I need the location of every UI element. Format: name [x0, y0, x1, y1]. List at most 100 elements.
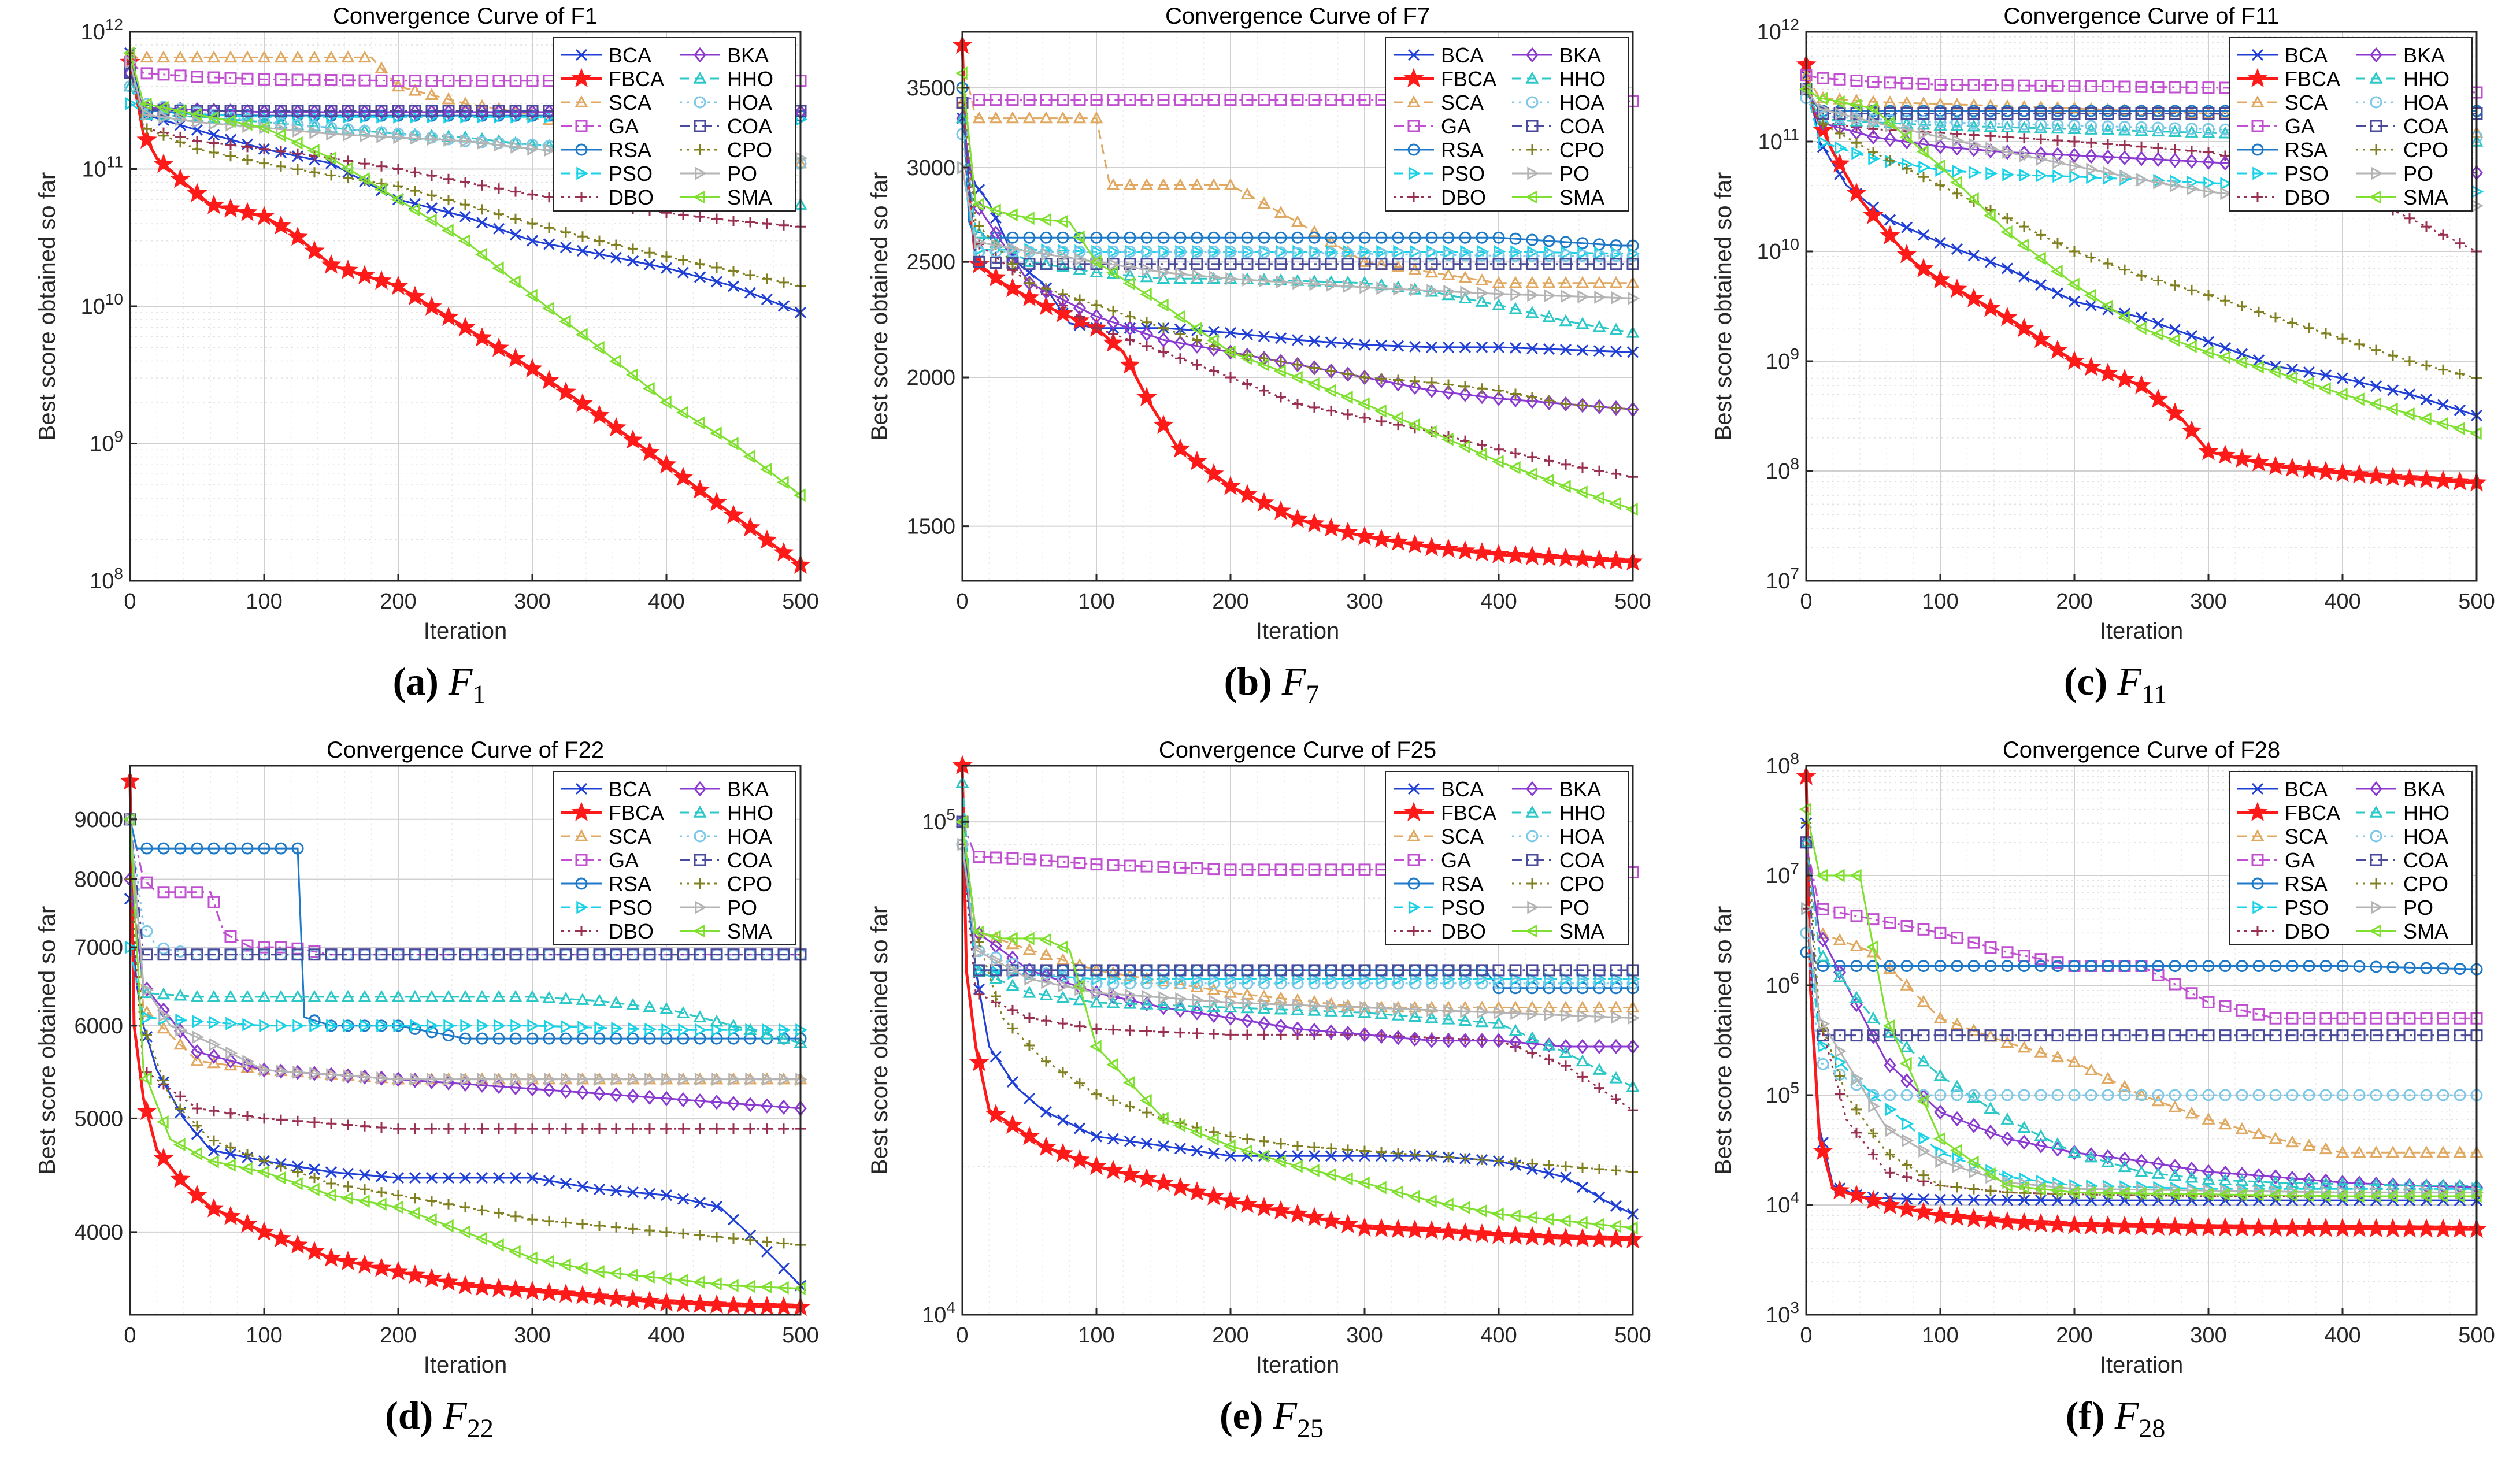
x-tick-label: 100	[1078, 589, 1114, 614]
series-marker-COA	[2403, 1029, 2416, 1042]
caption-f: (f) F28	[1971, 1393, 2260, 1444]
series-marker-COA	[1224, 964, 1237, 977]
series-marker-SMA	[2369, 1189, 2381, 1203]
series-marker-FBCA	[773, 1296, 794, 1316]
series-marker-FBCA	[270, 1227, 291, 1248]
series-marker-COA	[973, 964, 985, 977]
series-marker-CPO	[527, 218, 538, 229]
series-marker-FBCA	[505, 347, 526, 368]
series-marker-PO	[2187, 181, 2199, 195]
series-marker-PO	[2153, 176, 2166, 190]
series-marker-HHO	[492, 989, 506, 1002]
series-marker-PO	[292, 1065, 305, 1080]
series-marker-SMA	[776, 1281, 789, 1295]
series-marker-SMA	[324, 1188, 336, 1202]
legend-label: BKA	[2403, 43, 2445, 67]
series-marker-SMA	[1458, 440, 1470, 454]
series-marker-SCA	[2302, 1138, 2316, 1151]
series-marker-RSA	[509, 1032, 522, 1045]
y-axis-label: Best score obtained so far	[1711, 906, 1736, 1175]
series-marker-SCA	[341, 50, 355, 63]
series-marker-BKA	[191, 1044, 203, 1060]
series-marker-GA	[2051, 80, 2064, 92]
series-marker-COA	[1884, 107, 1896, 120]
series-marker-PO	[991, 239, 1003, 253]
series-marker-SMA	[709, 1277, 722, 1291]
series-marker-FBCA	[1270, 500, 1291, 520]
series-marker-RSA	[1917, 960, 1930, 973]
series-marker-FBCA	[1019, 287, 1040, 307]
series-marker-COA	[1006, 964, 1019, 977]
series-marker-COA	[727, 948, 740, 961]
series-marker-COA	[2185, 107, 2198, 120]
series-marker-COA	[1040, 258, 1053, 270]
legend-label: HOA	[1559, 91, 1604, 114]
series-marker-GA	[1107, 94, 1120, 106]
series-marker-GA	[191, 886, 203, 899]
series-line-SMA	[961, 822, 1633, 1229]
series-marker-PO	[1969, 1165, 1981, 1179]
legend-item-DBO: DBO	[2237, 186, 2330, 209]
series-marker-HHO	[2134, 124, 2148, 136]
series-marker-SMA	[972, 925, 984, 939]
series-marker-FBCA	[1980, 297, 2001, 317]
series-marker-FBCA	[1555, 1227, 1576, 1247]
series-marker-SMA	[257, 1165, 269, 1179]
series-marker-SCA	[1900, 96, 1914, 108]
series-marker-PO	[1175, 992, 1188, 1006]
legend-item-BKA: BKA	[1512, 43, 1601, 67]
series-marker-BCA	[492, 1171, 505, 1184]
series-marker-SMA	[2402, 1189, 2415, 1203]
series-marker-PSO	[427, 1019, 439, 1033]
series-marker-PO	[2036, 152, 2048, 166]
series-marker-DBO	[1091, 1023, 1102, 1034]
caption-function: F25	[1273, 1393, 1324, 1443]
series-marker-HHO	[710, 1014, 724, 1027]
series-marker-COA	[1358, 258, 1371, 270]
series-marker-FBCA	[2165, 1216, 2185, 1236]
series-marker-PSO	[1393, 972, 1406, 986]
legend-item-SCA: SCA	[2237, 91, 2328, 114]
series-marker-FBCA	[1321, 517, 1341, 537]
series-marker-FBCA	[1103, 332, 1124, 352]
series-marker-PO	[1158, 265, 1171, 279]
series-SMA	[955, 815, 1638, 1235]
series-marker-SCA	[2118, 103, 2132, 116]
series-marker-HHO	[1609, 322, 1623, 335]
series-marker-PSO	[1868, 1088, 1881, 1102]
legend-item-PSO: PSO	[2237, 896, 2329, 919]
series-marker-CPO	[2220, 295, 2230, 306]
series-marker-CPO	[1918, 172, 1929, 183]
series-marker-HHO	[2118, 123, 2132, 136]
series-marker-CPO	[1611, 1165, 1621, 1176]
series-CPO	[125, 874, 806, 1251]
series-marker-BKA	[1207, 341, 1220, 357]
series-marker-FBCA	[1913, 258, 1934, 278]
series-marker-FBCA	[1036, 295, 1057, 316]
series-marker-PO	[1343, 279, 1355, 293]
series-marker-HOA	[1900, 1089, 1913, 1101]
series-marker-FBCA	[1589, 1228, 1610, 1248]
series-marker-GA	[1191, 94, 1203, 106]
series-marker-PSO	[175, 1013, 188, 1027]
series-marker-HOA	[2252, 1089, 2265, 1101]
series-marker-PSO	[460, 1019, 473, 1033]
series-marker-PO	[460, 134, 473, 148]
series-marker-SCA	[1106, 966, 1120, 978]
series-marker-PO	[1192, 993, 1205, 1007]
series-marker-COA	[1900, 1029, 1913, 1042]
series-marker-SMA	[575, 328, 588, 342]
series-marker-SCA	[1224, 178, 1237, 191]
series-marker-HOA	[1191, 245, 1203, 258]
series-marker-HOA	[1341, 977, 1354, 990]
series-marker-SMA	[2234, 1188, 2247, 1201]
y-axis-label: Best score obtained so far	[867, 906, 892, 1175]
series-marker-FBCA	[773, 542, 794, 562]
series-marker-COA	[2018, 1029, 2030, 1042]
series-marker-SCA	[375, 61, 388, 73]
series-marker-CPO	[2119, 264, 2130, 275]
series-marker-BCA	[375, 1170, 388, 1182]
series-marker-SMA	[2117, 1186, 2130, 1200]
legend-marker-PSO	[1409, 900, 1421, 914]
